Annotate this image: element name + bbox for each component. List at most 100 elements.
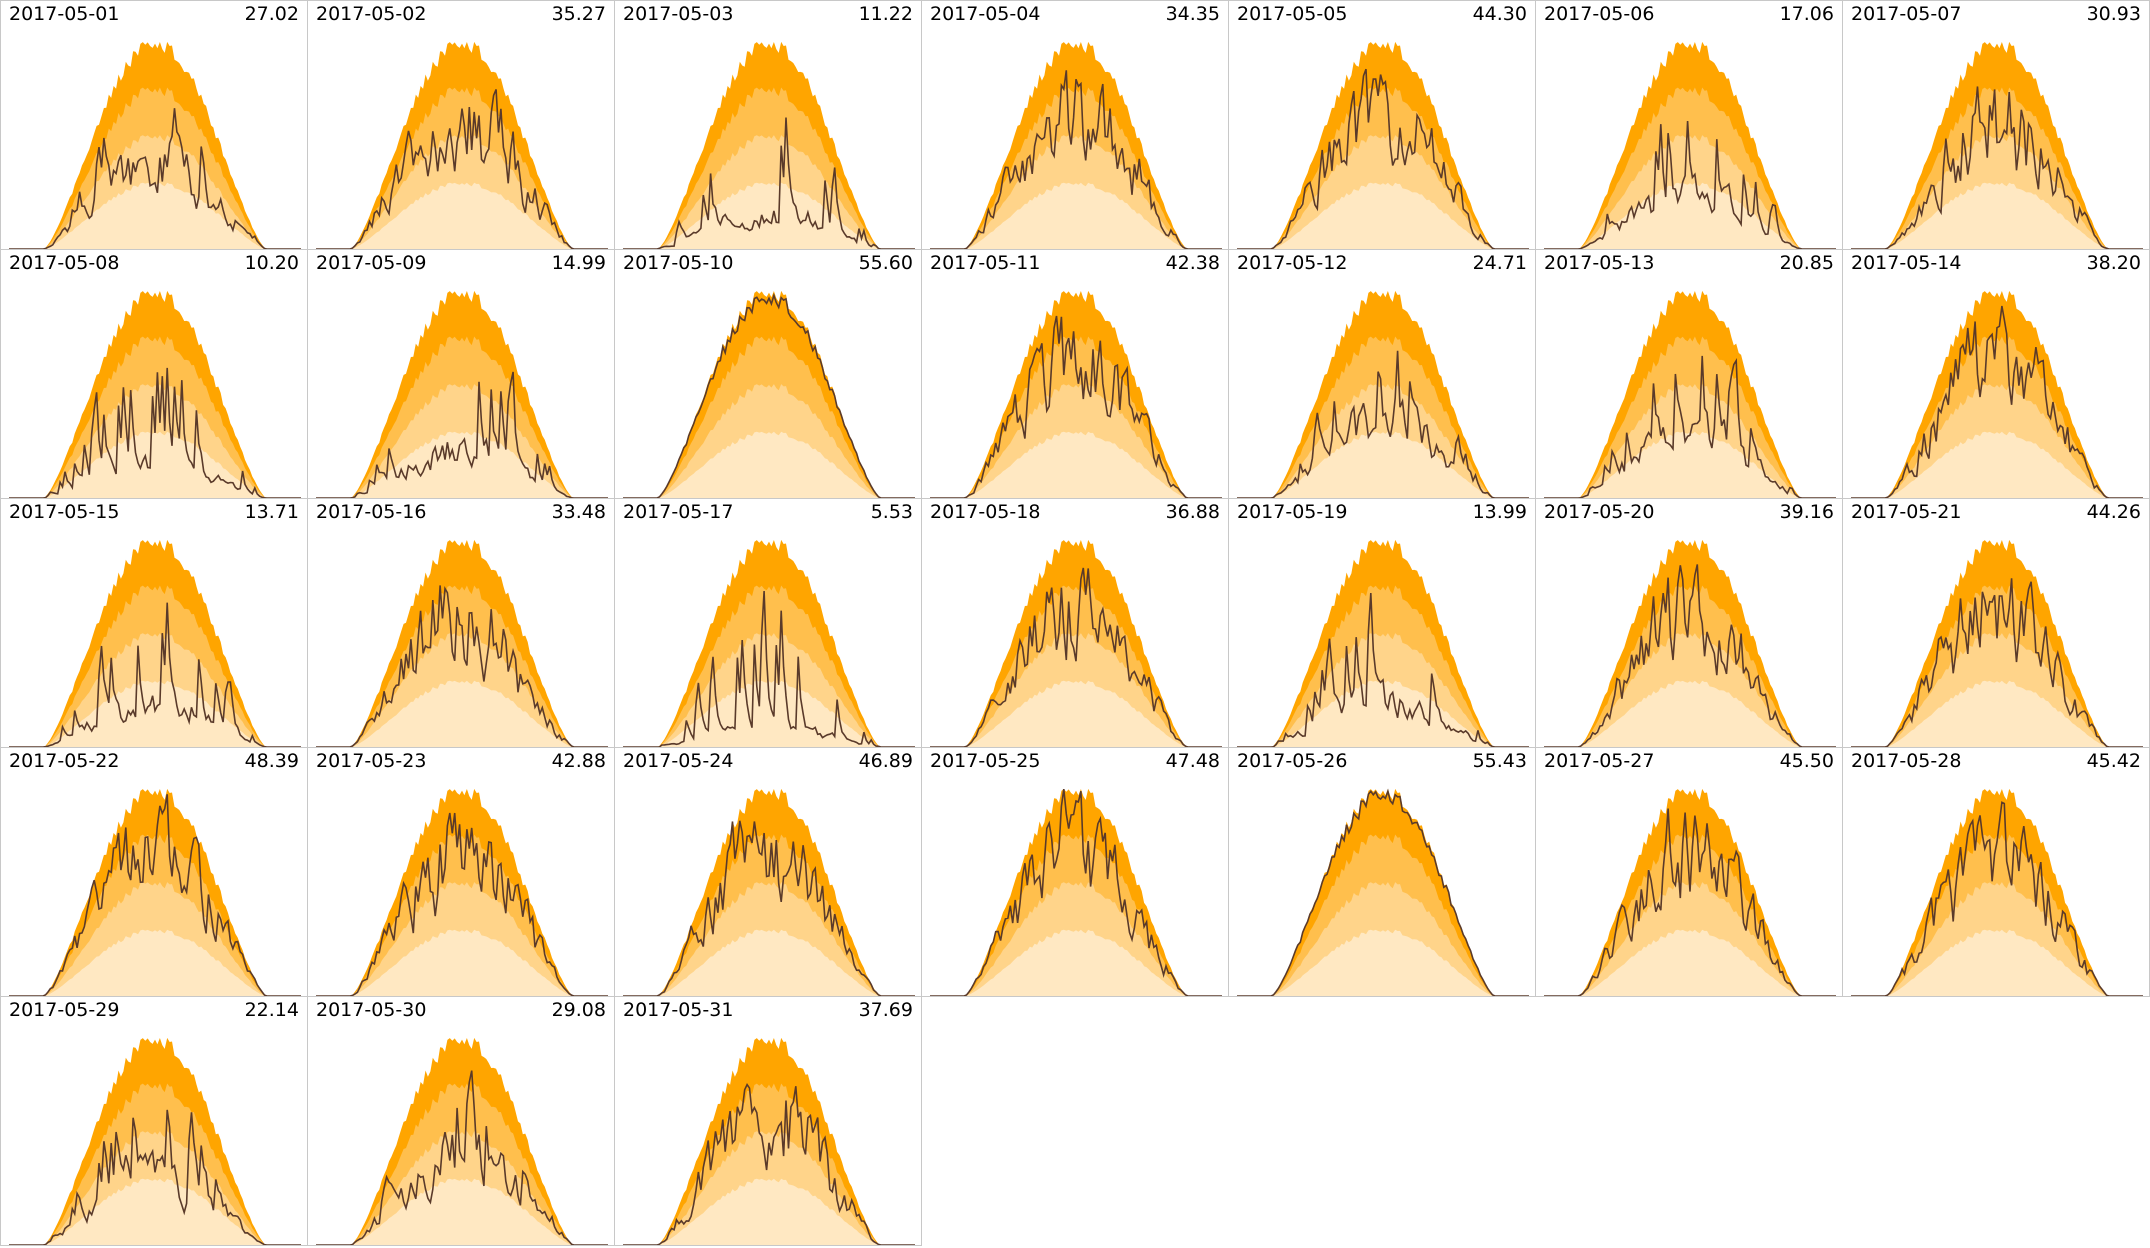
day-panel: 2017-05-10 55.60 (614, 249, 922, 499)
panel-value-label: 30.93 (2086, 3, 2141, 25)
panel-value-label: 22.14 (244, 999, 299, 1021)
actual-series-line (1544, 355, 1836, 498)
panel-plot (623, 41, 915, 249)
panel-plot (623, 788, 915, 996)
actual-series-line (1237, 68, 1529, 249)
day-panel: 2017-05-07 30.93 (1842, 0, 2150, 250)
band-low (623, 929, 915, 996)
band-low (930, 182, 1222, 249)
panel-plot (930, 788, 1222, 996)
panel-date-label: 2017-05-18 (930, 501, 1041, 523)
actual-series-line (1544, 808, 1836, 996)
day-panel: 2017-05-24 46.89 (614, 747, 922, 997)
actual-series-line (9, 794, 301, 996)
band-low (1237, 431, 1529, 498)
panel-date-label: 2017-05-25 (930, 750, 1041, 772)
band-low (1544, 182, 1836, 249)
panel-date-label: 2017-05-10 (623, 252, 734, 274)
day-panel: 2017-05-26 55.43 (1228, 747, 1536, 997)
panel-date-label: 2017-05-24 (623, 750, 734, 772)
panel-date-label: 2017-05-03 (623, 3, 734, 25)
day-panel: 2017-05-27 45.50 (1535, 747, 1843, 997)
actual-series-line (316, 1070, 608, 1245)
panel-value-label: 13.99 (1472, 501, 1527, 523)
panel-plot (1851, 290, 2143, 498)
panel-date-label: 2017-05-30 (316, 999, 427, 1021)
actual-series-line (316, 812, 608, 996)
panel-date-label: 2017-05-08 (9, 252, 120, 274)
panel-date-label: 2017-05-21 (1851, 501, 1962, 523)
panel-plot (1237, 41, 1529, 249)
band-low (9, 182, 301, 249)
day-panel: 2017-05-23 42.88 (307, 747, 615, 997)
panel-value-label: 33.48 (551, 501, 606, 523)
actual-series-line (623, 590, 915, 747)
day-panel: 2017-05-18 36.88 (921, 498, 1229, 748)
actual-series-line (1851, 305, 2143, 498)
day-panel: 2017-05-30 29.08 (307, 996, 615, 1246)
band-low (9, 1178, 301, 1245)
day-panel: 2017-05-15 13.71 (0, 498, 308, 748)
panel-date-label: 2017-05-02 (316, 3, 427, 25)
day-panel: 2017-05-16 33.48 (307, 498, 615, 748)
day-panel: 2017-05-04 34.35 (921, 0, 1229, 250)
day-panel: 2017-05-06 17.06 (1535, 0, 1843, 250)
panel-plot (9, 290, 301, 498)
band-low (1851, 431, 2143, 498)
actual-series-line (1851, 578, 2143, 747)
panel-date-label: 2017-05-29 (9, 999, 120, 1021)
panel-plot (1237, 539, 1529, 747)
panel-date-label: 2017-05-16 (316, 501, 427, 523)
panel-value-label: 29.08 (551, 999, 606, 1021)
panel-plot (1851, 41, 2143, 249)
day-panel: 2017-05-11 42.38 (921, 249, 1229, 499)
panel-value-label: 13.71 (244, 501, 299, 523)
actual-series-line (1237, 350, 1529, 498)
actual-series-line (1851, 86, 2143, 249)
panel-date-label: 2017-05-15 (9, 501, 120, 523)
day-panel: 2017-05-03 11.22 (614, 0, 922, 250)
band-low (1544, 680, 1836, 747)
panel-value-label: 47.48 (1165, 750, 1220, 772)
band-low (316, 1178, 608, 1245)
band-low (1237, 182, 1529, 249)
panel-plot (316, 290, 608, 498)
day-panel: 2017-05-13 20.85 (1535, 249, 1843, 499)
panel-plot (930, 539, 1222, 747)
day-panel: 2017-05-25 47.48 (921, 747, 1229, 997)
panel-plot (9, 788, 301, 996)
panel-date-label: 2017-05-19 (1237, 501, 1348, 523)
band-low (1851, 182, 2143, 249)
actual-series-line (930, 70, 1222, 249)
actual-series-line (930, 788, 1222, 996)
panel-value-label: 11.22 (858, 3, 913, 25)
panel-plot (9, 539, 301, 747)
panel-date-label: 2017-05-06 (1544, 3, 1655, 25)
panel-date-label: 2017-05-07 (1851, 3, 1962, 25)
panel-date-label: 2017-05-27 (1544, 750, 1655, 772)
actual-series-line (623, 820, 915, 996)
panel-value-label: 46.89 (858, 750, 913, 772)
day-panel: 2017-05-22 48.39 (0, 747, 308, 997)
panel-date-label: 2017-05-22 (9, 750, 120, 772)
actual-series-line (9, 602, 301, 747)
day-panel: 2017-05-09 14.99 (307, 249, 615, 499)
panel-plot (9, 1037, 301, 1245)
day-panel: 2017-05-20 39.16 (1535, 498, 1843, 748)
panel-value-label: 20.85 (1779, 252, 1834, 274)
panel-plot (316, 1037, 608, 1245)
panel-value-label: 35.27 (551, 3, 606, 25)
panel-date-label: 2017-05-01 (9, 3, 120, 25)
actual-series-line (623, 1082, 915, 1245)
day-panel: 2017-05-12 24.71 (1228, 249, 1536, 499)
band-low (623, 1178, 915, 1245)
day-panel: 2017-05-14 38.20 (1842, 249, 2150, 499)
band-low (1544, 929, 1836, 996)
panel-plot (623, 1037, 915, 1245)
panel-value-label: 42.88 (551, 750, 606, 772)
band-low (316, 929, 608, 996)
actual-series-line (1544, 564, 1836, 747)
actual-series-line (623, 117, 915, 249)
day-panel: 2017-05-21 44.26 (1842, 498, 2150, 748)
panel-plot (623, 290, 915, 498)
